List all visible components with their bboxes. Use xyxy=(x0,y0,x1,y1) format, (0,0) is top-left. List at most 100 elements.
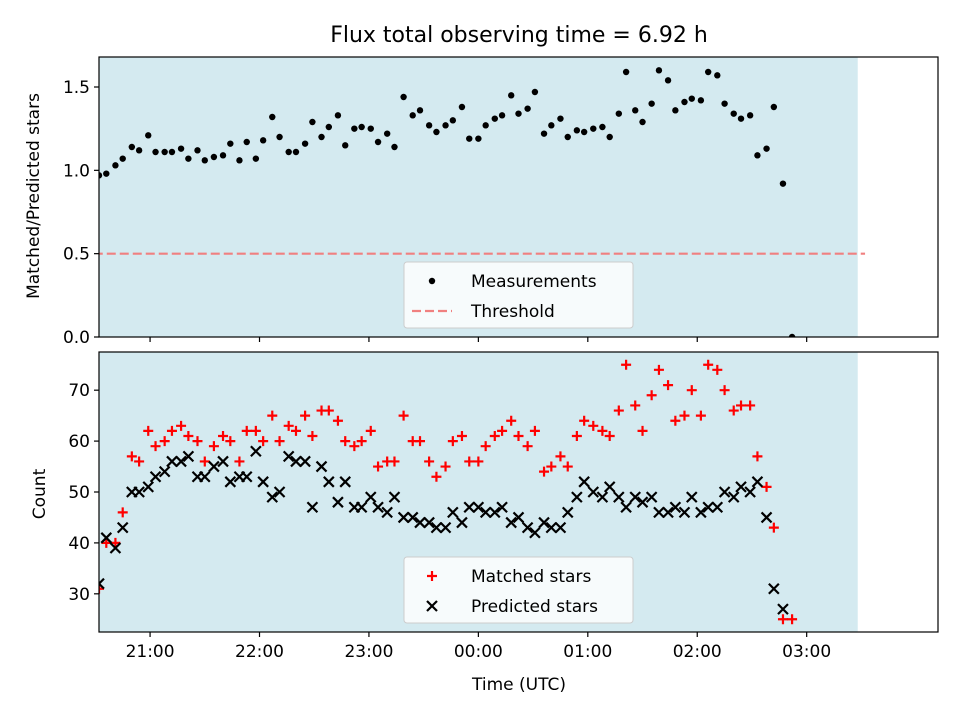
x-axis-label: Time (UTC) xyxy=(471,675,566,695)
matched-star-point xyxy=(604,431,615,441)
matched-star-point xyxy=(283,420,294,431)
matched-star-point xyxy=(126,451,137,462)
measurement-point xyxy=(714,72,721,79)
measurement-point xyxy=(383,130,391,137)
measurement-point xyxy=(351,125,358,132)
matched-star-point xyxy=(752,451,763,462)
matched-star-point xyxy=(159,436,170,447)
matched-star-point xyxy=(745,400,756,411)
x-tick-label: 00:00 xyxy=(454,642,503,662)
predicted-star-point xyxy=(439,521,452,534)
measurement-point xyxy=(259,137,267,144)
y-tick-label: 40 xyxy=(68,534,90,554)
predicted-star-point xyxy=(158,465,171,478)
measurement-point xyxy=(655,67,663,74)
measurement-point xyxy=(681,98,688,106)
matched-star-point xyxy=(456,431,467,441)
measurement-point xyxy=(358,123,365,131)
ratio-panel: 0.0 0.5 1.0 1.5 Measurements Threshold xyxy=(63,56,939,348)
matched-star-point xyxy=(646,390,657,401)
matched-star-point xyxy=(389,456,400,467)
matched-star-point xyxy=(431,471,442,482)
matched-star-point xyxy=(686,385,697,396)
predicted-star-point xyxy=(751,476,764,488)
legend: Matched stars Predicted stars xyxy=(403,556,634,624)
measurement-point xyxy=(416,107,424,114)
matched-star-point xyxy=(166,425,177,436)
y-tick-label: 1.0 xyxy=(63,161,90,181)
predicted-star-point xyxy=(571,491,583,503)
axes-frame xyxy=(98,56,939,338)
plot-marks xyxy=(99,67,866,337)
measurement-point xyxy=(730,110,737,117)
matched-star-point xyxy=(653,364,664,375)
legend-matched-marker xyxy=(427,571,437,581)
predicted-star-point xyxy=(603,481,616,493)
measurement-point xyxy=(632,107,639,114)
measurement-point xyxy=(664,77,672,84)
predicted-star-point xyxy=(240,470,253,483)
predicted-star-point xyxy=(538,516,550,529)
measurement-point xyxy=(721,100,728,107)
measurement-point xyxy=(194,147,201,154)
legend-box xyxy=(403,261,634,329)
measurement-point xyxy=(269,113,276,121)
measurement-point xyxy=(475,135,482,142)
measurement-point xyxy=(433,128,440,136)
measurement-point xyxy=(318,133,325,141)
predicted-star-point xyxy=(521,521,534,534)
measurement-point xyxy=(688,95,695,102)
matched-star-point xyxy=(323,405,334,416)
matched-star-point xyxy=(307,431,318,441)
measurement-point xyxy=(210,153,218,161)
predicted-star-point xyxy=(596,491,609,503)
predicted-star-point xyxy=(388,491,401,503)
predicted-star-point xyxy=(175,455,187,468)
measurement-point xyxy=(557,115,564,122)
measurement-point xyxy=(466,135,473,142)
measurement-point xyxy=(590,125,597,132)
matched-star-point xyxy=(663,380,674,391)
predicted-star-point xyxy=(372,501,384,514)
matched-star-point xyxy=(613,405,624,416)
top-ylabel: Matched/Predicted stars xyxy=(24,93,44,299)
measurement-point xyxy=(168,148,176,156)
matched-star-point xyxy=(225,436,236,447)
predicted-star-point xyxy=(116,521,129,534)
x-tick-label: 23:00 xyxy=(344,642,393,662)
predicted-star-point xyxy=(727,491,740,503)
matched-star-point xyxy=(588,420,599,431)
predicted-star-point xyxy=(364,491,377,503)
predicted-star-point xyxy=(133,486,145,498)
series-measurements xyxy=(99,67,796,337)
measurement-point xyxy=(746,112,754,119)
matched-star-point xyxy=(695,410,706,421)
matched-star-point xyxy=(728,405,739,416)
y-tick-label: 50 xyxy=(68,483,90,503)
matched-star-point xyxy=(630,400,641,411)
series-predicted-stars xyxy=(99,445,789,615)
measurement-point xyxy=(367,125,374,132)
y-tick-label: 30 xyxy=(68,585,90,605)
measurement-point xyxy=(103,170,110,177)
legend-measurement-marker xyxy=(428,277,436,285)
legend-label: Threshold xyxy=(470,302,555,322)
measurement-point xyxy=(201,157,208,164)
measurement-point xyxy=(449,117,457,124)
matched-star-point xyxy=(571,431,582,441)
predicted-star-point xyxy=(149,470,162,483)
x-tick-label: 01:00 xyxy=(563,642,612,662)
predicted-star-point xyxy=(339,476,352,488)
predicted-star-point xyxy=(578,476,590,488)
y-tick-label: 0.0 xyxy=(63,328,90,348)
measurement-point xyxy=(580,128,588,136)
legend-label: Matched stars xyxy=(471,567,591,587)
series-matched-stars xyxy=(99,359,798,625)
matched-star-point xyxy=(489,431,500,441)
measurement-point xyxy=(145,132,152,139)
matched-star-point xyxy=(340,436,351,447)
matched-star-point xyxy=(415,436,426,447)
matched-star-point xyxy=(597,425,608,436)
measurement-point xyxy=(491,115,498,122)
predicted-star-point xyxy=(397,511,410,524)
